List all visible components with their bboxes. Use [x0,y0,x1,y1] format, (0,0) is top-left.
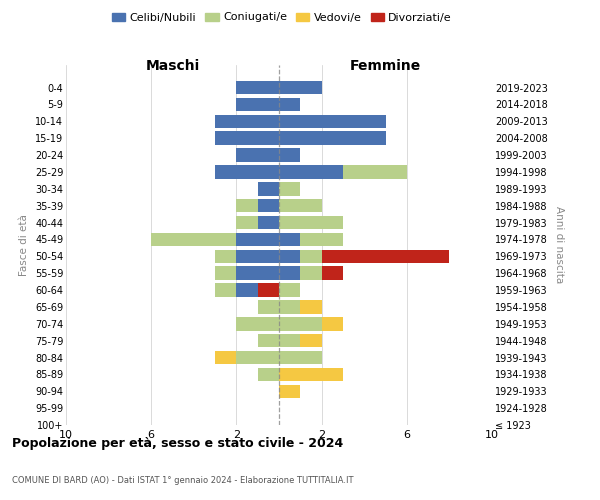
Bar [236,232,279,246]
Bar [258,199,279,212]
Legend: Celibi/Nubili, Coniugati/e, Vedovi/e, Divorziati/e: Celibi/Nubili, Coniugati/e, Vedovi/e, Di… [107,8,457,27]
Bar [301,334,322,347]
Bar [279,132,386,145]
Bar [236,148,279,162]
Bar [279,384,301,398]
Bar [279,81,322,94]
Bar [343,165,407,178]
Bar [236,266,279,280]
Bar [258,368,279,381]
Bar [236,199,258,212]
Bar [322,317,343,330]
Bar [215,165,279,178]
Bar [258,182,279,196]
Bar [236,250,279,263]
Bar [215,351,236,364]
Bar [322,266,343,280]
Bar [279,216,343,230]
Bar [279,148,301,162]
Bar [279,250,301,263]
Bar [215,266,236,280]
Bar [215,114,279,128]
Text: Popolazione per età, sesso e stato civile - 2024: Popolazione per età, sesso e stato civil… [12,437,343,450]
Bar [279,300,301,314]
Bar [215,250,236,263]
Bar [279,165,343,178]
Bar [258,216,279,230]
Bar [301,300,322,314]
Bar [322,250,449,263]
Bar [236,216,258,230]
Bar [215,132,279,145]
Bar [279,199,322,212]
Bar [236,98,279,111]
Y-axis label: Fasce di età: Fasce di età [19,214,29,276]
Text: Maschi: Maschi [145,60,200,74]
Bar [258,300,279,314]
Bar [236,284,258,297]
Bar [215,284,236,297]
Text: COMUNE DI BARD (AO) - Dati ISTAT 1° gennaio 2024 - Elaborazione TUTTITALIA.IT: COMUNE DI BARD (AO) - Dati ISTAT 1° genn… [12,476,353,485]
Bar [279,182,301,196]
Bar [258,334,279,347]
Bar [236,317,279,330]
Bar [279,98,301,111]
Bar [279,284,301,297]
Bar [279,368,343,381]
Bar [301,250,322,263]
Bar [279,114,386,128]
Bar [301,232,343,246]
Bar [279,232,301,246]
Bar [279,317,322,330]
Bar [301,266,322,280]
Bar [236,81,279,94]
Bar [279,334,301,347]
Bar [236,351,279,364]
Bar [258,284,279,297]
Bar [279,266,301,280]
Bar [151,232,236,246]
Text: Femmine: Femmine [350,60,421,74]
Y-axis label: Anni di nascita: Anni di nascita [554,206,565,284]
Bar [279,351,322,364]
